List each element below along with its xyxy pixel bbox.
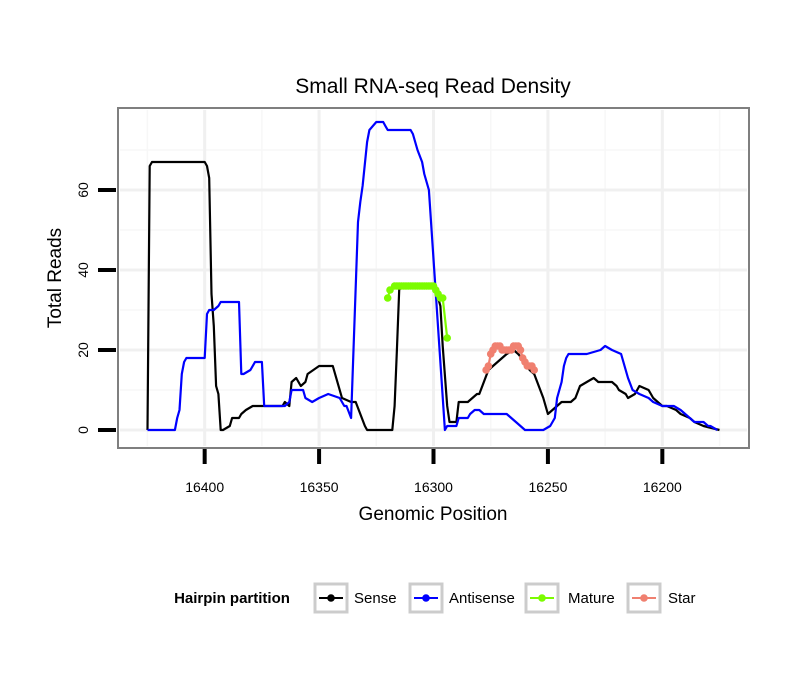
legend: Hairpin partition Sense Antisense Mature St… [174,582,696,614]
y-tick-label: 40 [75,262,91,278]
antisense-series-line [147,120,718,432]
x-tick-label: 16200 [643,479,682,495]
star-point [530,366,538,374]
star-point [484,362,493,370]
mature-point [443,334,452,342]
y-tick-label: 60 [75,182,91,198]
axis-layer: 16400 16350 16300 16250 16200 0 20 40 60 [75,182,682,495]
grid-layer [120,110,747,446]
y-tick-label: 0 [75,426,91,434]
legend-label-antisense: Antisense [449,590,515,607]
mature-point [383,294,392,302]
x-axis-title: Genomic Position [359,504,508,525]
x-tick-label: 16300 [414,479,453,495]
x-tick-label: 16250 [528,479,567,495]
data-layer [146,120,720,432]
legend-label-sense: Sense [354,590,397,607]
legend-title: Hairpin partition [174,590,290,607]
chart-title: Small RNA-seq Read Density [295,75,571,98]
sense-series-line [146,160,720,432]
x-tick-label: 16400 [185,479,224,495]
mature-point [438,294,447,302]
star-point [516,346,525,354]
legend-label-star: Star [668,590,696,607]
legend-marker-mature [538,594,546,602]
y-tick-label: 20 [75,342,91,358]
y-axis-title: Total Reads [45,228,66,328]
legend-label-mature: Mature [568,590,615,607]
x-tick-label: 16350 [300,479,339,495]
legend-marker-antisense [422,594,430,602]
legend-marker-star [640,594,648,602]
legend-marker-sense [327,594,335,602]
